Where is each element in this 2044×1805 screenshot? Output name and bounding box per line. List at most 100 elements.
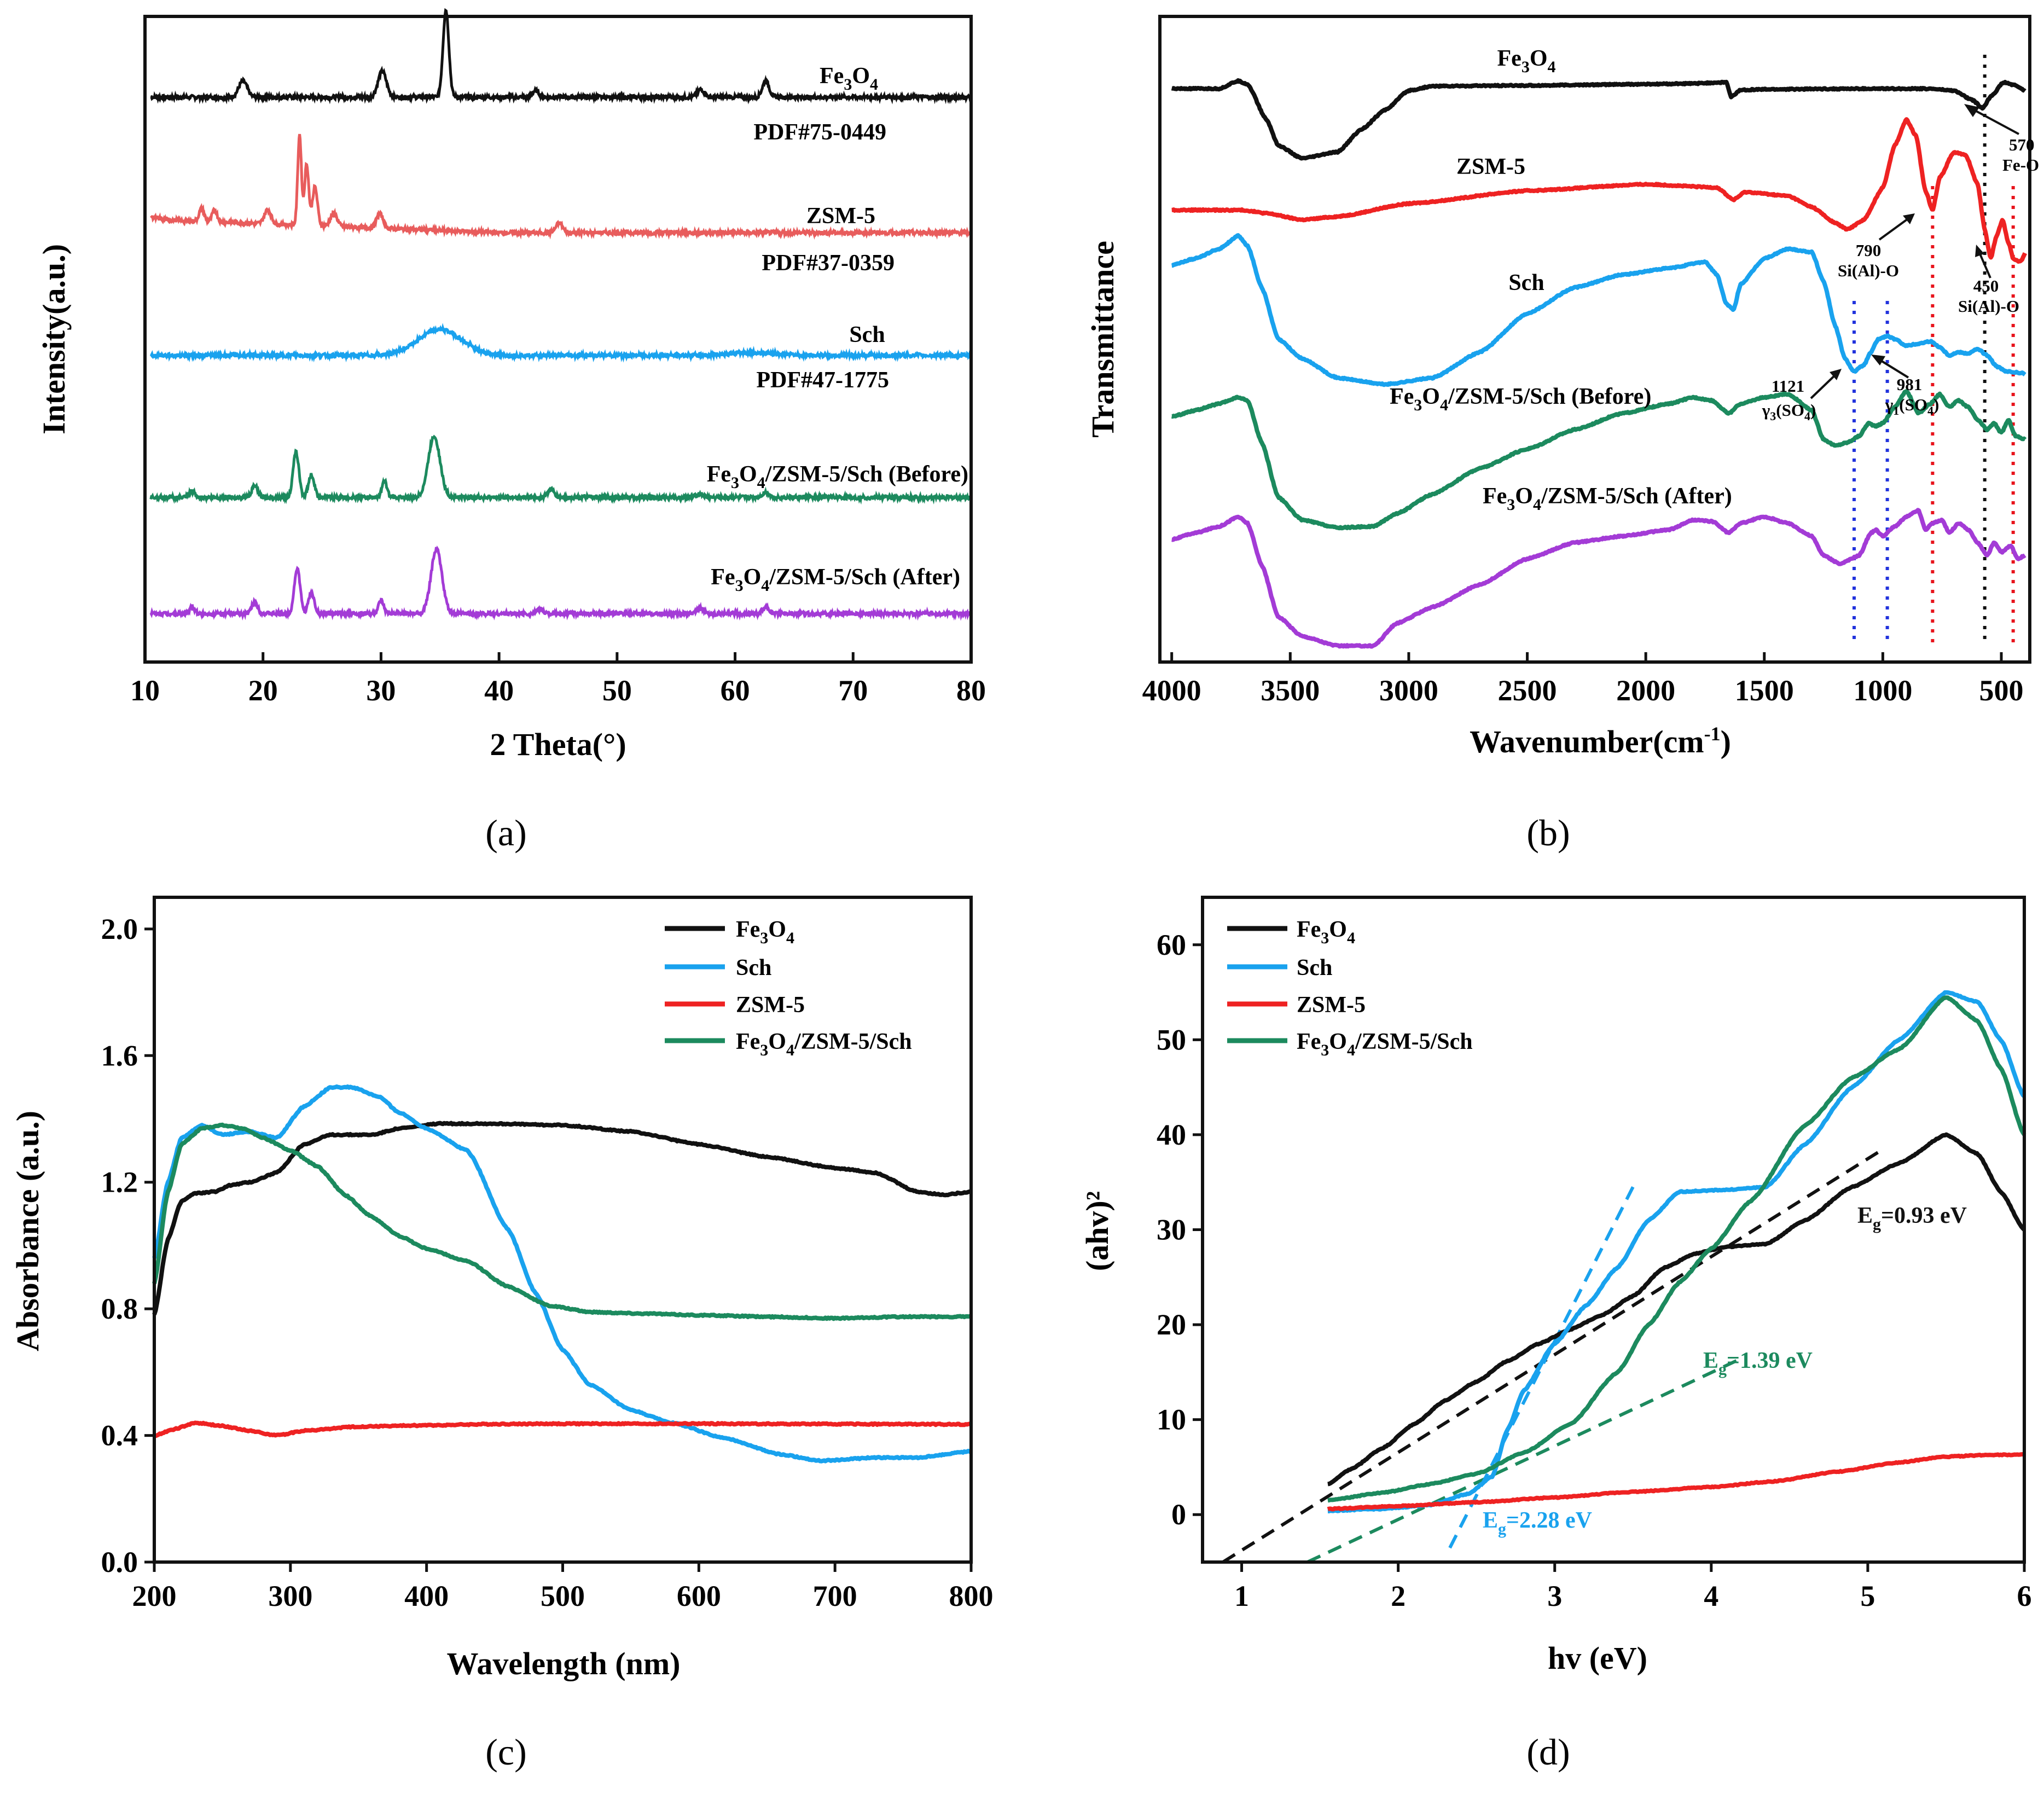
a-series-3 [149,434,972,505]
panel-c-frame [153,896,973,1564]
c-xtick-label: 400 [404,1580,449,1612]
d-xtick-label: 6 [2017,1580,2032,1612]
b-xtick-label: 1000 [1853,674,1912,707]
c-legend-composite: Fe3O4/ZSM-5/Sch [736,1029,912,1059]
ann-790-b: Si(Al)-O [1838,261,1899,280]
a-xtick-label: 40 [484,674,514,707]
panel-d-caption: (d) [1526,1731,1570,1773]
c-ytick-label: 1.2 [101,1166,138,1199]
panel-d-ylabel: (ahv)² [1079,1191,1115,1271]
panel-b-series-group [1170,78,2027,649]
d-ytick-label: 20 [1157,1308,1186,1341]
ann-981-b: γ1(SO4) [1885,395,1940,417]
panel-b-caption: (b) [1526,812,1570,854]
d-series-0 [1327,1132,2026,1487]
ann-450: 450 [1973,276,1999,295]
b-series-2 [1170,233,2026,387]
c-ytick-label: 0.8 [101,1292,138,1325]
ann-981-sub4: 4 [1927,404,1933,417]
c-leg2-sub4: 4 [786,1041,794,1059]
panel-a-xlabel: 2 Theta(°) [490,727,626,762]
b-after-fe: Fe [1483,484,1507,509]
arrow-570-head [1964,104,1979,117]
panel-b-label-fe3o4: Fe3O4 [1497,46,1556,76]
b-series-1 [1170,117,2027,264]
d-ytick-label: 60 [1157,928,1186,961]
panel-c-series-group [152,1084,973,1464]
d-eg093-v: =0.93 eV [1881,1203,1967,1228]
a-series-2 [149,323,972,363]
b-before-rest: /ZSM-5/Sch (Before) [1448,384,1651,409]
panel-b-x-ticks: 4000 3500 3000 2500 2000 1500 1000 500 [1142,652,2024,707]
a-after-sub4: 4 [761,577,769,595]
panel-b-reference-lines [1852,55,2015,646]
ann-1121-close: ) [1810,401,1816,420]
d-ytick-label: 50 [1157,1023,1186,1056]
panel-c-ylabel: Absorbance (a.u.) [10,1111,45,1351]
d-leg-fe-sub: 3 [1321,929,1329,947]
panel-d-xlabel: hv (eV) [1548,1640,1647,1676]
arrow-790 [1878,215,1913,241]
panel-a-xrd: 10 20 30 40 50 60 70 80 2 Theta(°) Intensity(a.… [36,8,986,854]
c-xtick-label: 700 [813,1580,857,1612]
panel-b-label-before: Fe3O4/ZSM-5/Sch (Before) [1390,384,1651,414]
panel-a-ylabel: Intensity(a.u.) [36,244,72,434]
a-before-sub3: 3 [731,474,739,492]
a-after-sub3: 3 [735,577,744,595]
c-leg-fe-sub: 3 [760,929,768,947]
ann-981-sub: 1 [1893,404,1899,417]
d-eg-228: Eg=2.28 eV [1483,1508,1592,1538]
d-series-2 [1327,1452,2025,1512]
b-after-sub4: 4 [1533,496,1541,514]
c-leg2-rest: /ZSM-5/Sch [794,1029,912,1054]
b-o: O [1530,46,1548,71]
a-before-sub4: 4 [757,474,765,492]
d-eg228-g: g [1498,1520,1506,1538]
b-xtick-label: 3500 [1261,674,1320,707]
b-xtick-label: 3000 [1379,674,1438,707]
b-before-sub3: 3 [1414,396,1422,414]
ann-570-b: Fe-O [2002,155,2039,175]
d-legend-zsm5: ZSM-5 [1297,993,1366,1018]
a-before-rest: /ZSM-5/Sch (Before) [765,462,968,487]
a-fe: Fe [820,63,844,89]
ann-981-so: (SO [1899,395,1927,414]
panel-a-x-ticks: 10 20 30 40 50 60 70 80 [130,652,986,707]
d-legend-composite: Fe3O4/ZSM-5/Sch [1297,1029,1473,1059]
b-xtick-label: 4000 [1142,674,1201,707]
d-eg-139: Eg=1.39 eV [1703,1348,1813,1378]
a-fe-sub3: 3 [844,76,852,94]
a-series-1 [150,134,972,240]
panel-c-xlabel: Wavelength (nm) [447,1646,681,1681]
ann-1121: 1121 [1772,376,1804,396]
b-xlabel-text: Wavenumber(cm [1470,724,1704,759]
panel-d-fit-lines [1222,1147,1885,1564]
d-leg2-rest: /ZSM-5/Sch [1355,1029,1473,1054]
panel-b-frame [1158,15,2031,664]
d-eg139-g: g [1718,1360,1727,1378]
d-series-1 [1327,990,2026,1513]
d-series-3 [1327,995,2026,1503]
a-xtick-label: 10 [130,674,160,707]
a-before-o: O [739,462,757,487]
a-xtick-label: 80 [956,674,986,707]
panel-a-label-zsm5: ZSM-5 [806,204,875,229]
panel-c-ticks: 200 300 400 500 600 700 800 0.0 0.4 0.8 1.2 1.6 2.0 [101,913,994,1612]
d-eg139-v: =1.39 eV [1727,1348,1813,1373]
panel-c-caption: (c) [485,1731,526,1773]
ann-981-close: ) [1933,395,1939,414]
d-xtick-label: 3 [1547,1580,1562,1612]
c-legend-zsm5: ZSM-5 [736,993,805,1018]
a-xtick-label: 30 [366,674,396,707]
b-before-fe: Fe [1390,384,1414,409]
a-after-o: O [744,565,762,590]
d-xtick-label: 5 [1860,1580,1875,1612]
arrow-1121-head [1830,369,1842,380]
c-series-0 [152,1121,972,1315]
c-leg-o: O [768,917,786,942]
d-leg2-sub3: 3 [1321,1041,1329,1059]
panel-a-pdf-fe3o4: PDF#75-0449 [753,120,886,145]
d-leg-o: O [1329,917,1347,942]
panel-a-pdf-zsm5: PDF#37-0359 [762,251,895,276]
